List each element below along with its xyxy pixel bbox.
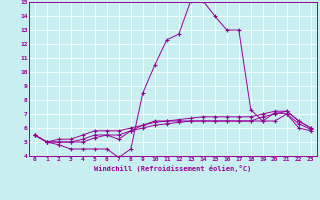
X-axis label: Windchill (Refroidissement éolien,°C): Windchill (Refroidissement éolien,°C)	[94, 165, 252, 172]
